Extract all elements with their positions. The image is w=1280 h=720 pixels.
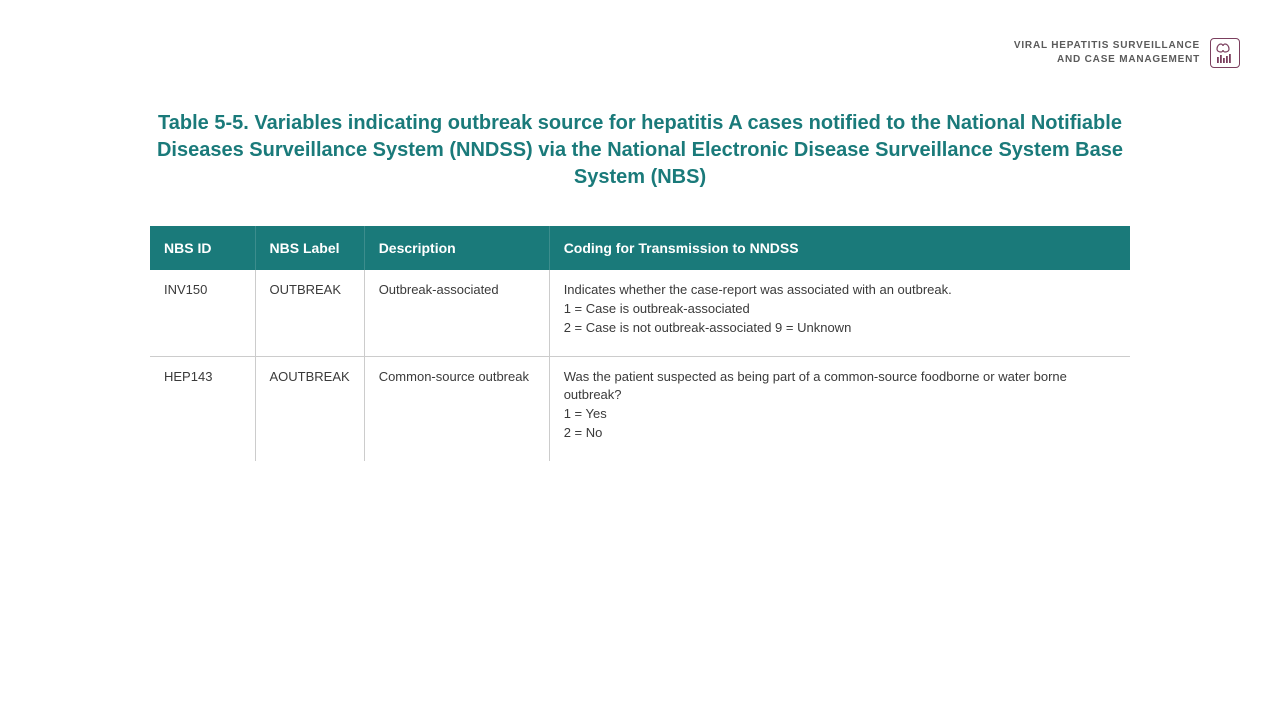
cell-coding: Was the patient suspected as being part … — [549, 356, 1130, 461]
col-header-nbs-id: NBS ID — [150, 226, 255, 270]
col-header-coding: Coding for Transmission to NNDSS — [549, 226, 1130, 270]
cell-description: Outbreak-associated — [364, 270, 549, 356]
cell-nbs-label: OUTBREAK — [255, 270, 364, 356]
col-header-nbs-label: NBS Label — [255, 226, 364, 270]
brand-line1: VIRAL HEPATITIS SURVEILLANCE — [1014, 39, 1200, 53]
coding-text: Indicates whether the case-report was as… — [564, 282, 952, 335]
table-title: Table 5-5. Variables indicating outbreak… — [150, 110, 1130, 191]
brand-text: VIRAL HEPATITIS SURVEILLANCE AND CASE MA… — [1014, 39, 1200, 67]
cell-description: Common-source outbreak — [364, 356, 549, 461]
main-content: Table 5-5. Variables indicating outbreak… — [0, 0, 1280, 461]
table-row: HEP143 AOUTBREAK Common-source outbreak … — [150, 356, 1130, 461]
table-row: INV150 OUTBREAK Outbreak-associated Indi… — [150, 270, 1130, 356]
table-header-row: NBS ID NBS Label Description Coding for … — [150, 226, 1130, 270]
col-header-description: Description — [364, 226, 549, 270]
brand-header: VIRAL HEPATITIS SURVEILLANCE AND CASE MA… — [1014, 38, 1240, 68]
coding-text: Was the patient suspected as being part … — [564, 369, 1067, 441]
cell-nbs-id: INV150 — [150, 270, 255, 356]
cell-nbs-label: AOUTBREAK — [255, 356, 364, 461]
variables-table: NBS ID NBS Label Description Coding for … — [150, 226, 1130, 461]
cell-coding: Indicates whether the case-report was as… — [549, 270, 1130, 356]
brand-logo-icon — [1210, 38, 1240, 68]
brand-line2: AND CASE MANAGEMENT — [1014, 53, 1200, 67]
cell-nbs-id: HEP143 — [150, 356, 255, 461]
